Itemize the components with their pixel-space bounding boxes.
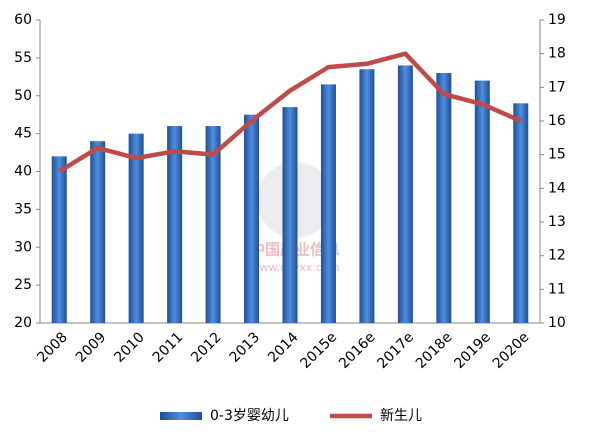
x-tick-label: 2011 [150, 329, 187, 366]
y2-tick-label: 14 [548, 180, 566, 196]
y-tick-label: 60 [14, 12, 32, 28]
y-tick-label: 20 [14, 315, 32, 331]
y-tick-label: 45 [14, 126, 32, 142]
bar [167, 126, 183, 323]
bar [128, 133, 144, 323]
bar [359, 69, 375, 323]
x-tick-label: 2014 [265, 329, 302, 366]
y2-tick-label: 10 [548, 315, 566, 331]
y-tick-label: 30 [14, 239, 32, 255]
bar [436, 73, 452, 324]
y2-tick-label: 12 [548, 248, 566, 264]
x-tick-label: 2016e [336, 329, 379, 372]
y-tick-label: 35 [14, 201, 32, 217]
y2-tick-label: 15 [548, 147, 566, 163]
legend-label: 0-3岁婴幼儿 [210, 408, 289, 424]
y-tick-label: 55 [14, 50, 32, 66]
y-tick-label: 50 [14, 88, 32, 104]
x-tick-label: 2008 [34, 329, 71, 366]
x-tick-label: 2019e [451, 329, 494, 372]
y-tick-label: 40 [14, 164, 32, 180]
bar [244, 114, 260, 323]
bar [397, 65, 413, 323]
bar [51, 156, 67, 323]
bar [90, 141, 106, 323]
x-tick-label: 2015e [298, 329, 341, 372]
bar [205, 126, 221, 323]
x-tick-label: 2009 [73, 329, 110, 366]
y2-tick-label: 19 [548, 12, 566, 28]
bar [474, 80, 490, 323]
bar [282, 107, 298, 323]
y-tick-label: 25 [14, 277, 32, 293]
y2-tick-label: 11 [548, 281, 566, 297]
y2-tick-label: 13 [548, 214, 566, 230]
x-tick-label: 2020e [490, 329, 533, 372]
y2-tick-label: 17 [548, 79, 566, 95]
y2-tick-label: 18 [548, 46, 566, 62]
line [58, 51, 522, 174]
bar [320, 84, 336, 323]
legend-swatch [160, 412, 202, 420]
bar [513, 103, 529, 323]
x-tick-label: 2012 [188, 329, 225, 366]
x-tick-label: 2013 [227, 329, 264, 366]
x-tick-label: 2017e [374, 329, 417, 372]
legend-label: 新生儿 [380, 408, 422, 424]
x-tick-label: 2010 [111, 329, 148, 366]
x-tick-label: 2018e [413, 329, 456, 372]
y2-tick-label: 16 [548, 113, 566, 129]
